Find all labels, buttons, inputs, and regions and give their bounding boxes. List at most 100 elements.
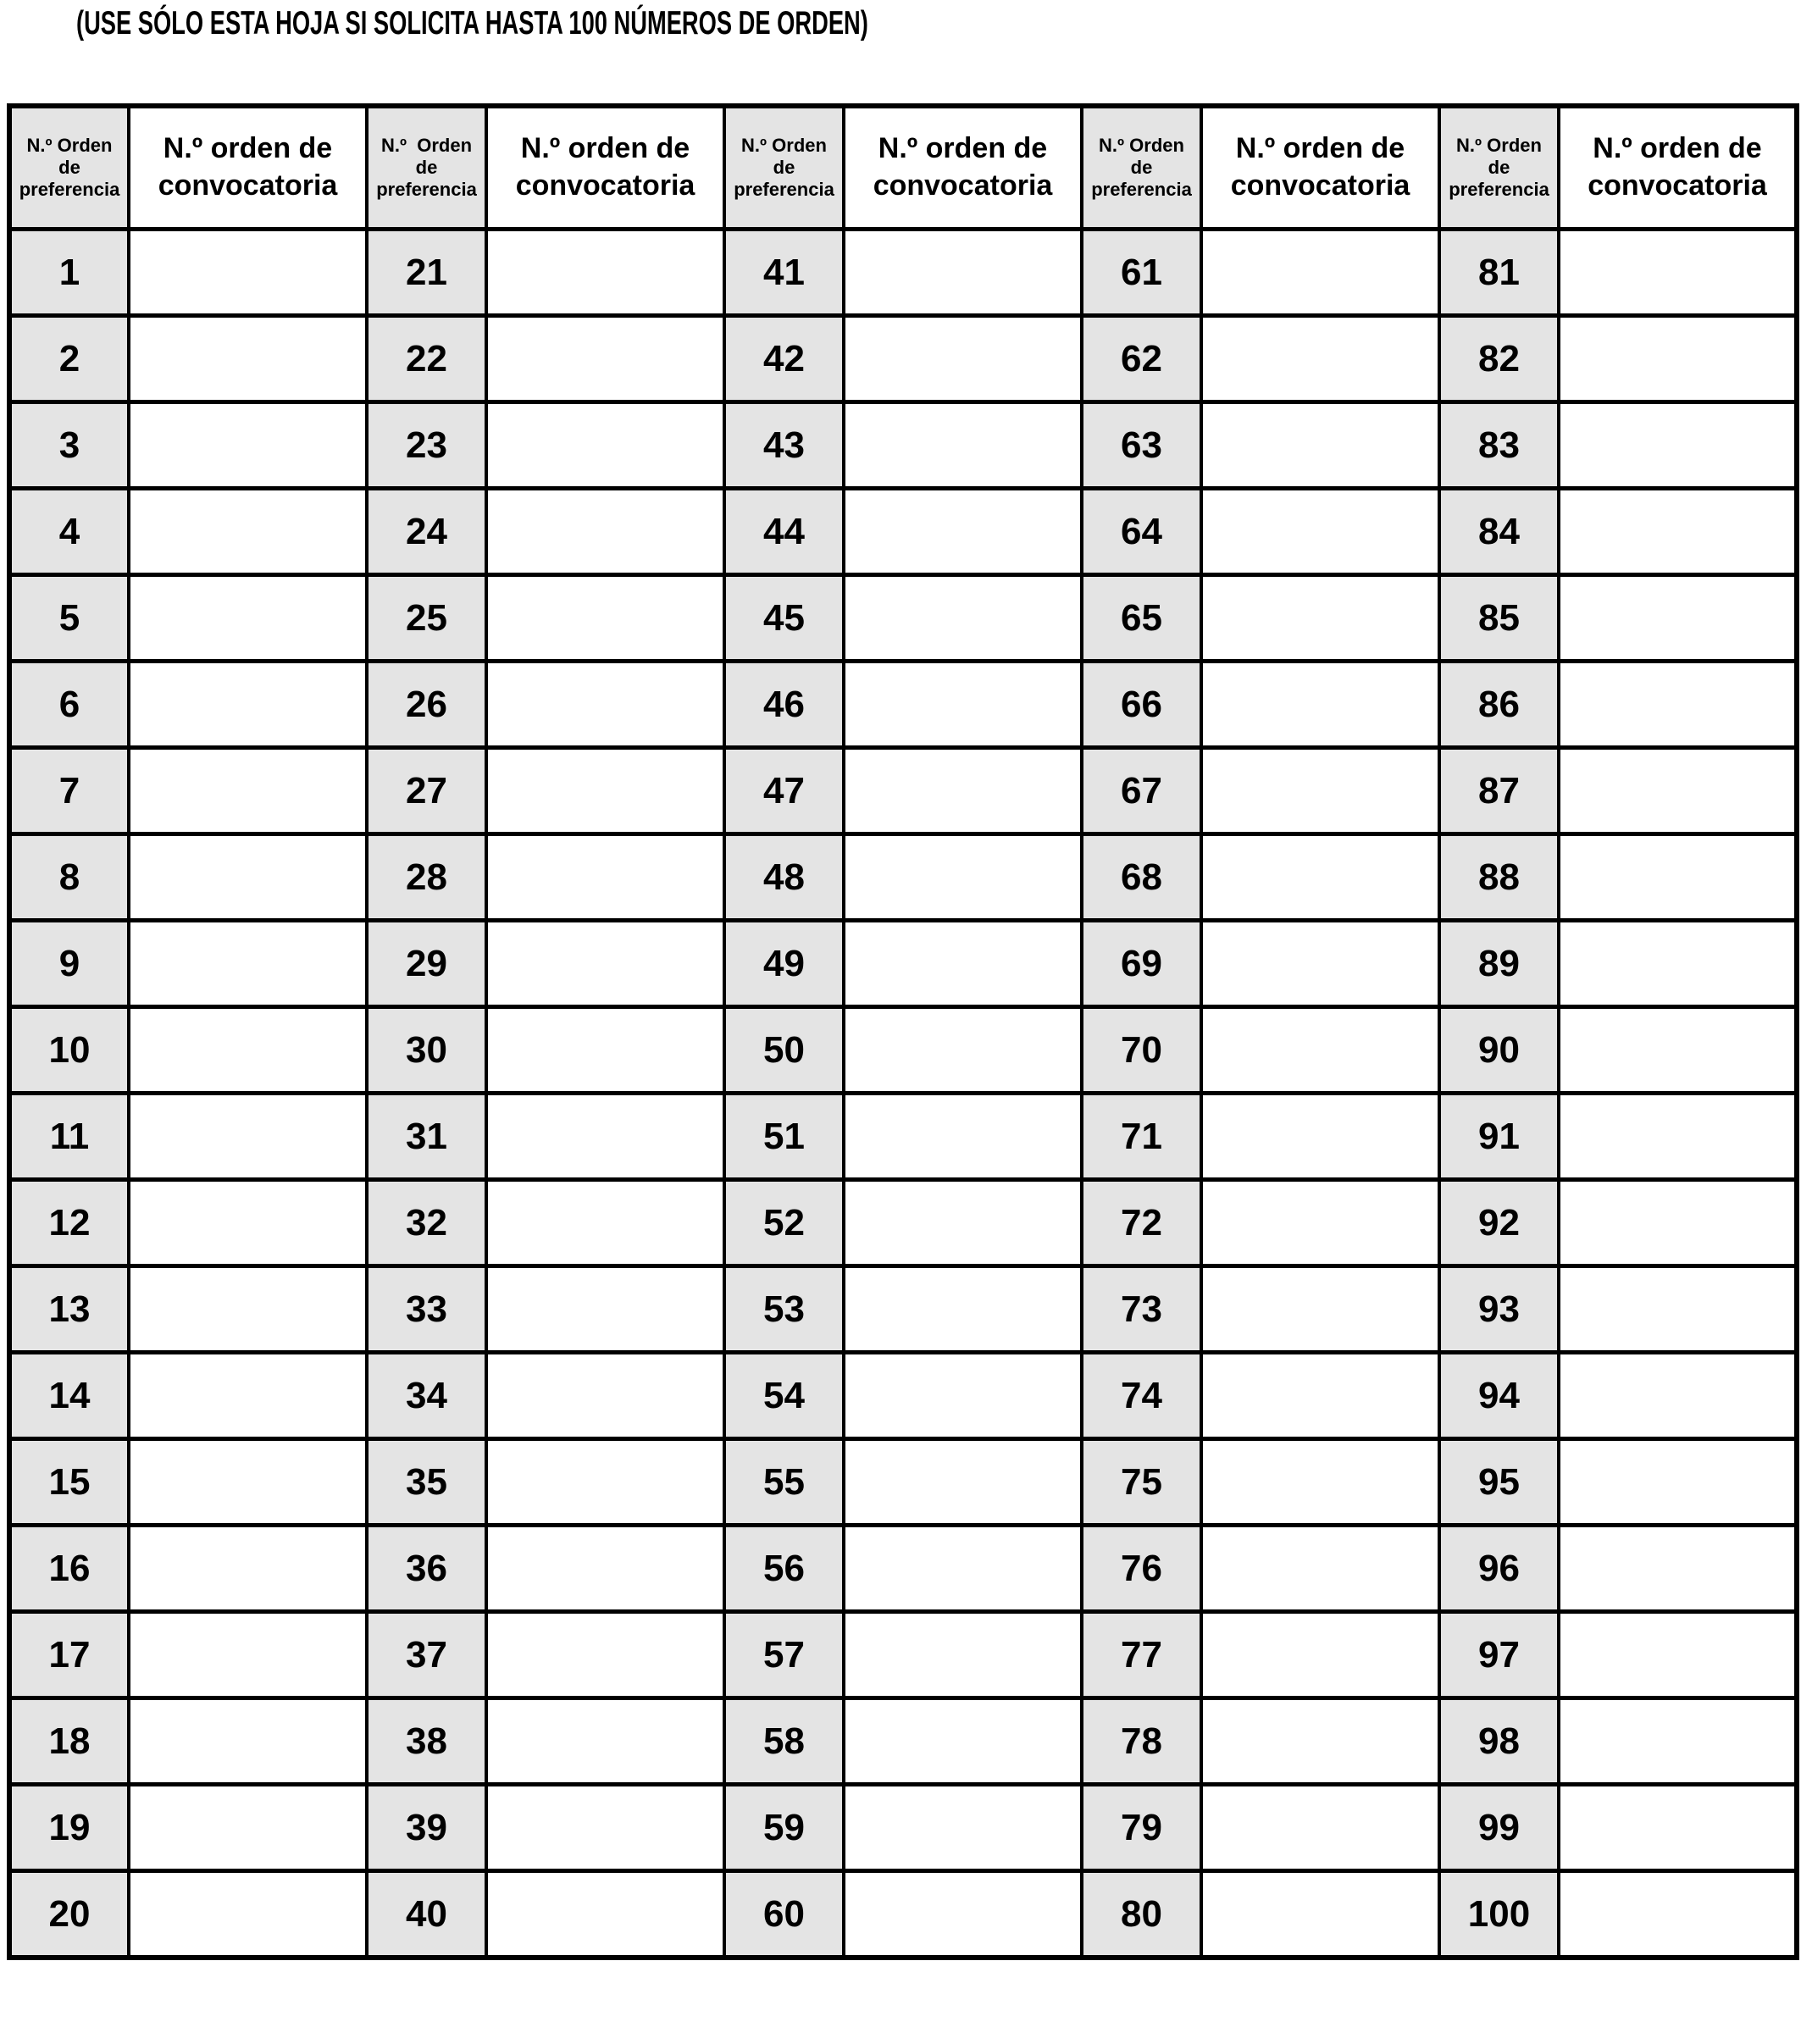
convocatoria-input-cell[interactable] bbox=[127, 659, 369, 750]
convocatoria-input-cell[interactable] bbox=[842, 1091, 1083, 1182]
convocatoria-input-cell[interactable] bbox=[127, 1696, 369, 1786]
convocatoria-input-cell[interactable] bbox=[485, 1609, 726, 1700]
convocatoria-input-cell[interactable] bbox=[485, 1177, 726, 1268]
convocatoria-input-cell[interactable] bbox=[1557, 1005, 1798, 1095]
convocatoria-input-cell[interactable] bbox=[1200, 400, 1441, 490]
convocatoria-input-cell[interactable] bbox=[485, 918, 726, 1009]
convocatoria-input-cell[interactable] bbox=[127, 227, 369, 318]
convocatoria-input-cell[interactable] bbox=[1200, 1782, 1441, 1873]
convocatoria-input-cell[interactable] bbox=[485, 227, 726, 318]
convocatoria-input-cell[interactable] bbox=[1557, 1264, 1798, 1354]
convocatoria-input-cell[interactable] bbox=[842, 313, 1083, 404]
convocatoria-input-cell[interactable] bbox=[1557, 1350, 1798, 1441]
convocatoria-input-cell[interactable] bbox=[842, 659, 1083, 750]
convocatoria-input-cell[interactable] bbox=[485, 313, 726, 404]
convocatoria-input-cell[interactable] bbox=[1557, 1091, 1798, 1182]
convocatoria-input-cell[interactable] bbox=[1200, 1696, 1441, 1786]
convocatoria-input-cell[interactable] bbox=[485, 1350, 726, 1441]
convocatoria-input-cell[interactable] bbox=[1557, 313, 1798, 404]
convocatoria-input-cell[interactable] bbox=[1557, 1177, 1798, 1268]
convocatoria-input-cell[interactable] bbox=[1200, 1869, 1441, 1960]
convocatoria-input-cell[interactable] bbox=[1200, 1177, 1441, 1268]
convocatoria-input-cell[interactable] bbox=[842, 1609, 1083, 1700]
convocatoria-input-cell[interactable] bbox=[127, 1005, 369, 1095]
convocatoria-input-cell[interactable] bbox=[1557, 1609, 1798, 1700]
convocatoria-input-cell[interactable] bbox=[127, 1523, 369, 1614]
convocatoria-input-cell[interactable] bbox=[485, 1091, 726, 1182]
convocatoria-input-cell[interactable] bbox=[127, 573, 369, 663]
convocatoria-input-cell[interactable] bbox=[1557, 1869, 1798, 1960]
convocatoria-input-cell[interactable] bbox=[1557, 1782, 1798, 1873]
convocatoria-input-cell[interactable] bbox=[842, 832, 1083, 922]
convocatoria-input-cell[interactable] bbox=[1200, 745, 1441, 836]
convocatoria-input-cell[interactable] bbox=[842, 227, 1083, 318]
convocatoria-input-cell[interactable] bbox=[842, 1869, 1083, 1960]
convocatoria-input-cell[interactable] bbox=[485, 573, 726, 663]
convocatoria-input-cell[interactable] bbox=[842, 1782, 1083, 1873]
convocatoria-input-cell[interactable] bbox=[1200, 1091, 1441, 1182]
convocatoria-input-cell[interactable] bbox=[127, 1782, 369, 1873]
convocatoria-input-cell[interactable] bbox=[485, 1264, 726, 1354]
convocatoria-input-cell[interactable] bbox=[127, 832, 369, 922]
convocatoria-input-cell[interactable] bbox=[842, 1005, 1083, 1095]
convocatoria-input-cell[interactable] bbox=[842, 486, 1083, 577]
convocatoria-input-cell[interactable] bbox=[842, 1177, 1083, 1268]
convocatoria-input-cell[interactable] bbox=[1557, 400, 1798, 490]
convocatoria-input-cell[interactable] bbox=[1200, 1523, 1441, 1614]
convocatoria-input-cell[interactable] bbox=[485, 1437, 726, 1527]
convocatoria-input-cell[interactable] bbox=[1557, 1523, 1798, 1614]
convocatoria-input-cell[interactable] bbox=[485, 1005, 726, 1095]
convocatoria-input-cell[interactable] bbox=[127, 1869, 369, 1960]
convocatoria-input-cell[interactable] bbox=[127, 486, 369, 577]
convocatoria-input-cell[interactable] bbox=[1557, 486, 1798, 577]
convocatoria-input-cell[interactable] bbox=[842, 1264, 1083, 1354]
convocatoria-input-cell[interactable] bbox=[127, 1264, 369, 1354]
convocatoria-input-cell[interactable] bbox=[1200, 227, 1441, 318]
convocatoria-input-cell[interactable] bbox=[127, 1350, 369, 1441]
convocatoria-input-cell[interactable] bbox=[1200, 486, 1441, 577]
convocatoria-input-cell[interactable] bbox=[1200, 1264, 1441, 1354]
convocatoria-input-cell[interactable] bbox=[1557, 1696, 1798, 1786]
convocatoria-input-cell[interactable] bbox=[842, 1350, 1083, 1441]
convocatoria-input-cell[interactable] bbox=[127, 400, 369, 490]
convocatoria-input-cell[interactable] bbox=[842, 918, 1083, 1009]
convocatoria-input-cell[interactable] bbox=[485, 486, 726, 577]
convocatoria-input-cell[interactable] bbox=[1557, 745, 1798, 836]
convocatoria-input-cell[interactable] bbox=[1557, 573, 1798, 663]
convocatoria-input-cell[interactable] bbox=[127, 313, 369, 404]
convocatoria-input-cell[interactable] bbox=[1200, 1005, 1441, 1095]
convocatoria-input-cell[interactable] bbox=[485, 1869, 726, 1960]
convocatoria-input-cell[interactable] bbox=[1200, 918, 1441, 1009]
convocatoria-input-cell[interactable] bbox=[127, 1609, 369, 1700]
convocatoria-input-cell[interactable] bbox=[1557, 1437, 1798, 1527]
convocatoria-input-cell[interactable] bbox=[1557, 227, 1798, 318]
convocatoria-input-cell[interactable] bbox=[842, 400, 1083, 490]
convocatoria-input-cell[interactable] bbox=[1557, 659, 1798, 750]
convocatoria-input-cell[interactable] bbox=[1200, 659, 1441, 750]
convocatoria-input-cell[interactable] bbox=[485, 1782, 726, 1873]
convocatoria-input-cell[interactable] bbox=[842, 573, 1083, 663]
convocatoria-input-cell[interactable] bbox=[1200, 1437, 1441, 1527]
convocatoria-input-cell[interactable] bbox=[842, 1696, 1083, 1786]
convocatoria-input-cell[interactable] bbox=[485, 1696, 726, 1786]
convocatoria-input-cell[interactable] bbox=[485, 400, 726, 490]
convocatoria-input-cell[interactable] bbox=[485, 745, 726, 836]
convocatoria-input-cell[interactable] bbox=[127, 745, 369, 836]
convocatoria-input-cell[interactable] bbox=[127, 918, 369, 1009]
convocatoria-input-cell[interactable] bbox=[1557, 832, 1798, 922]
convocatoria-input-cell[interactable] bbox=[1200, 1609, 1441, 1700]
convocatoria-input-cell[interactable] bbox=[127, 1091, 369, 1182]
convocatoria-input-cell[interactable] bbox=[842, 1523, 1083, 1614]
convocatoria-input-cell[interactable] bbox=[127, 1437, 369, 1527]
convocatoria-input-cell[interactable] bbox=[1200, 573, 1441, 663]
convocatoria-input-cell[interactable] bbox=[485, 1523, 726, 1614]
convocatoria-input-cell[interactable] bbox=[1200, 313, 1441, 404]
convocatoria-input-cell[interactable] bbox=[1200, 832, 1441, 922]
convocatoria-input-cell[interactable] bbox=[1557, 918, 1798, 1009]
convocatoria-input-cell[interactable] bbox=[485, 659, 726, 750]
convocatoria-input-cell[interactable] bbox=[485, 832, 726, 922]
convocatoria-input-cell[interactable] bbox=[127, 1177, 369, 1268]
convocatoria-input-cell[interactable] bbox=[842, 1437, 1083, 1527]
convocatoria-input-cell[interactable] bbox=[842, 745, 1083, 836]
convocatoria-input-cell[interactable] bbox=[1200, 1350, 1441, 1441]
